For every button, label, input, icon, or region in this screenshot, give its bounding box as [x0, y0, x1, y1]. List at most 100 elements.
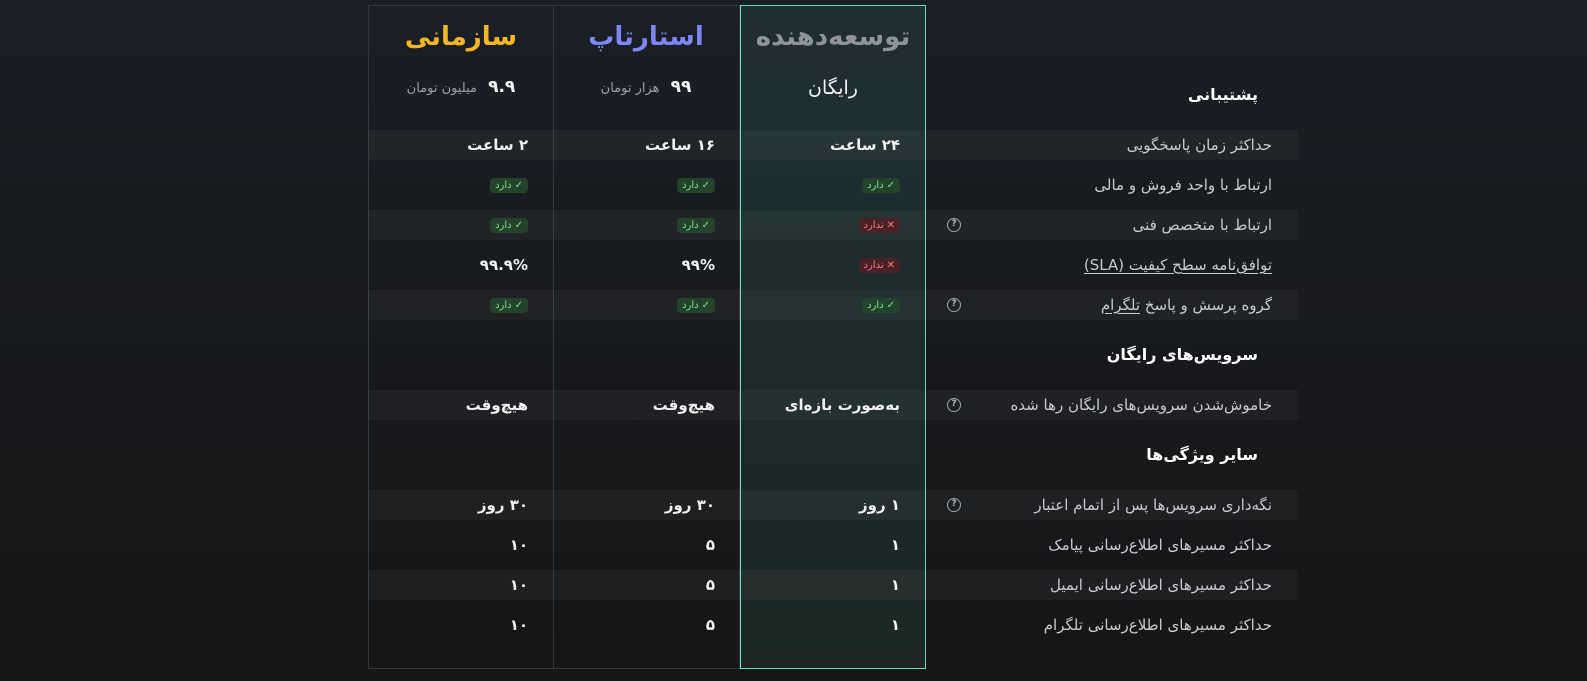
badge-text: دارد — [867, 180, 884, 191]
table-row: خاموش‌شدن سرویس‌های رایگان رها شده? به‌صو… — [368, 390, 1298, 420]
cell-enterprise: ۱۰ — [509, 616, 528, 634]
cell-enterprise: ۱۰ — [509, 576, 528, 594]
table-row: حداکثر مسیرهای اطلاع‌رسانی پیامک ۱ ۵ ۱۰ — [368, 530, 1298, 560]
check-icon: ✓ — [701, 180, 710, 191]
badge-yes: ✓دارد — [490, 218, 528, 233]
check-icon: ✓ — [886, 180, 895, 191]
price-unit: میلیون تومان — [406, 81, 477, 96]
row-label-text: ارتباط با متخصص فنی — [1132, 216, 1272, 234]
cell-enterprise: ۹۹.۹% — [479, 256, 528, 274]
table-row: نگه‌داری سرویس‌ها پس از اتمام اعتبار? ۱ ر… — [368, 490, 1298, 520]
sla-link[interactable]: توافق‌نامه سطح کیفیت (SLA) — [1083, 256, 1272, 274]
cell-startup: ۵ — [705, 576, 715, 594]
row-label-telegram-group: گروه پرسش و پاسخ تلگرام — [1101, 290, 1272, 320]
row-label-shutdown: خاموش‌شدن سرویس‌های رایگان رها شده — [1010, 390, 1272, 420]
cell-enterprise: ✓دارد — [368, 290, 528, 320]
cell-developer: ۱ روز — [859, 496, 900, 514]
badge-text: دارد — [682, 180, 699, 191]
cell-developer: ۱ — [890, 576, 900, 594]
row-label-sla: توافق‌نامه سطح کیفیت (SLA) — [1084, 250, 1272, 280]
badge-text: ندارد — [863, 220, 884, 231]
plan-price-developer: رایگان — [740, 77, 926, 99]
table-row: توافق‌نامه سطح کیفیت (SLA) ✕ندارد ۹۹% ۹۹.۹% — [368, 250, 1298, 280]
section-title-support: پشتیبانی — [1187, 85, 1258, 104]
check-icon: ✓ — [514, 300, 523, 311]
check-icon: ✓ — [514, 220, 523, 231]
enterprise-column — [368, 5, 554, 669]
cell-developer: ✕ندارد — [740, 210, 900, 240]
cell-startup: ۳۰ روز — [664, 496, 715, 514]
row-label-text: حداکثر مسیرهای اطلاع‌رسانی تلگرام — [1043, 616, 1272, 634]
cell-developer: ✓دارد — [740, 170, 900, 200]
cell-developer: ۱ — [890, 536, 900, 554]
cell-enterprise: ✓دارد — [368, 170, 528, 200]
check-icon: ✓ — [514, 180, 523, 191]
cell-startup: ۵ — [705, 616, 715, 634]
table-row: گروه پرسش و پاسخ تلگرام? ✓دارد ✓دارد ✓دارد — [368, 290, 1298, 320]
row-label-telegram: حداکثر مسیرهای اطلاع‌رسانی تلگرام — [1044, 610, 1272, 640]
row-label-text: ارتباط با واحد فروش و مالی — [1094, 176, 1272, 194]
badge-yes: ✓دارد — [677, 218, 715, 233]
badge-text: دارد — [495, 180, 512, 191]
row-label-text: خاموش‌شدن سرویس‌های رایگان رها شده — [1010, 396, 1272, 414]
table-row: ارتباط با متخصص فنی? ✕ندارد ✓دارد ✓دارد — [368, 210, 1298, 240]
price-amount: ۹۹ — [670, 77, 692, 97]
badge-no: ✕ندارد — [858, 218, 900, 233]
section-title-free-services: سرویس‌های رایگان — [1106, 345, 1258, 364]
cell-developer: ۱ — [890, 616, 900, 634]
badge-yes: ✓دارد — [490, 298, 528, 313]
badge-text: ندارد — [863, 260, 884, 271]
cell-developer: ۲۴ ساعت — [829, 136, 900, 154]
cell-enterprise: ۳۰ روز — [477, 496, 528, 514]
help-icon[interactable]: ? — [947, 398, 961, 412]
telegram-link[interactable]: تلگرام — [1100, 296, 1140, 314]
badge-yes: ✓دارد — [862, 298, 900, 313]
cross-icon: ✕ — [886, 260, 895, 271]
developer-column — [740, 5, 926, 669]
cell-startup: ✓دارد — [554, 170, 715, 200]
cell-startup: ۵ — [705, 536, 715, 554]
badge-text: دارد — [867, 300, 884, 311]
cell-startup: ۹۹% — [681, 256, 715, 274]
cell-startup: هیچ‌وقت — [652, 396, 715, 414]
badge-text: دارد — [495, 300, 512, 311]
cross-icon: ✕ — [886, 220, 895, 231]
table-row: حداکثر زمان پاسخگویی ۲۴ ساعت ۱۶ ساعت ۲ ساعت — [368, 130, 1298, 160]
cell-developer: ✓دارد — [740, 290, 900, 320]
section-title-other: سایر ویژگی‌ها — [1146, 445, 1258, 464]
plan-title-enterprise: سازمانی — [404, 22, 518, 52]
row-label-text: نگه‌داری سرویس‌ها پس از اتمام اعتبار — [1034, 496, 1272, 514]
price-unit: هزار تومان — [600, 81, 660, 96]
cell-enterprise: ✓دارد — [368, 210, 528, 240]
price-amount: ۹.۹ — [488, 77, 516, 97]
plan-price-enterprise: ۹.۹ میلیون تومان — [368, 77, 554, 97]
row-label-text: حداکثر مسیرهای اطلاع‌رسانی ایمیل — [1050, 576, 1272, 594]
row-label-text: حداکثر مسیرهای اطلاع‌رسانی پیامک — [1048, 536, 1272, 554]
table-row: حداکثر مسیرهای اطلاع‌رسانی تلگرام ۱ ۵ ۱۰ — [368, 610, 1298, 640]
badge-yes: ✓دارد — [862, 178, 900, 193]
plan-price-startup: ۹۹ هزار تومان — [553, 77, 739, 97]
check-icon: ✓ — [886, 300, 895, 311]
row-label-text: حداکثر زمان پاسخگویی — [1126, 136, 1272, 154]
startup-column — [553, 5, 740, 669]
price-free: رایگان — [808, 77, 858, 99]
help-icon[interactable]: ? — [947, 218, 961, 232]
row-label-text: گروه پرسش و پاسخ — [1144, 296, 1272, 314]
cell-enterprise: ۱۰ — [509, 536, 528, 554]
cell-startup: ✓دارد — [554, 290, 715, 320]
help-icon[interactable]: ? — [947, 498, 961, 512]
table-row: حداکثر مسیرهای اطلاع‌رسانی ایمیل ۱ ۵ ۱۰ — [368, 570, 1298, 600]
check-icon: ✓ — [701, 300, 710, 311]
row-label-email: حداکثر مسیرهای اطلاع‌رسانی ایمیل — [1050, 570, 1272, 600]
row-label-retention: نگه‌داری سرویس‌ها پس از اتمام اعتبار — [1034, 490, 1272, 520]
cell-enterprise: ۲ ساعت — [467, 136, 528, 154]
cell-developer: به‌صورت بازه‌ای — [784, 396, 900, 414]
help-icon[interactable]: ? — [947, 298, 961, 312]
badge-text: دارد — [495, 220, 512, 231]
cell-enterprise: هیچ‌وقت — [465, 396, 528, 414]
cell-developer: ✕ندارد — [740, 250, 900, 280]
row-label-sms: حداکثر مسیرهای اطلاع‌رسانی پیامک — [1048, 530, 1272, 560]
plan-title-startup: استارتاپ — [588, 22, 704, 52]
badge-text: دارد — [682, 220, 699, 231]
badge-text: دارد — [682, 300, 699, 311]
